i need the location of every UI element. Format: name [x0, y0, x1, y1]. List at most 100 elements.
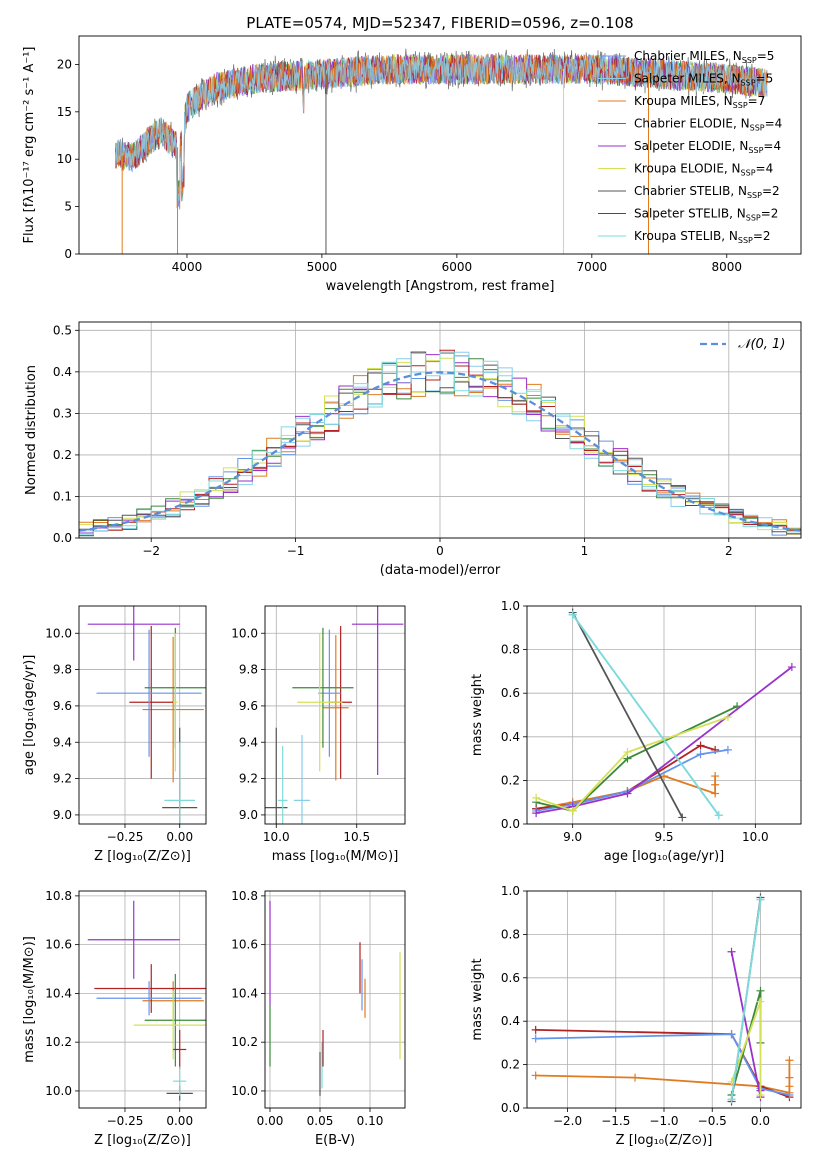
- weight-marker: [727, 1095, 736, 1104]
- y-tick-label: 9.0: [53, 808, 72, 822]
- y-tick-label: 0.3: [53, 406, 72, 420]
- weight-marker: [723, 713, 732, 722]
- axes-frame: [264, 605, 406, 825]
- legend-label: Chabrier MILES, NSSP=5: [634, 49, 774, 65]
- y-tick-label: 0.2: [501, 1058, 520, 1072]
- y-tick-label: 0.8: [501, 927, 520, 941]
- chart-title: PLATE=0574, MJD=52347, FIBERID=0596, z=0…: [246, 14, 633, 32]
- x-axis-label: Z [log₁₀(Z/Z⊙)]: [94, 849, 191, 864]
- legend-label: Kroupa ELODIE, NSSP=4: [634, 162, 773, 178]
- plot-area: [265, 606, 404, 824]
- x-tick-label: 6000: [442, 260, 473, 274]
- weight-marker: [623, 748, 632, 757]
- weight-marker: [785, 1082, 794, 1091]
- y-tick-label: 10: [57, 152, 72, 166]
- x-tick-label: −2.0: [553, 1114, 582, 1128]
- y-tick-label: 15: [57, 105, 72, 119]
- plot-area: [115, 48, 768, 254]
- weight-marker: [756, 1090, 765, 1099]
- plot-area: [87, 900, 206, 1101]
- axes-frame: [78, 890, 207, 1109]
- grid: [527, 605, 801, 825]
- weight-marker: [711, 789, 720, 798]
- weight-marker: [727, 1030, 736, 1039]
- y-tick-label: 9.2: [239, 772, 258, 786]
- x-tick-label: −0.25: [107, 830, 144, 844]
- weight-series-3: [535, 705, 738, 812]
- weight-series-5: [535, 716, 729, 812]
- weight-marker: [711, 780, 720, 789]
- legend-label: Kroupa MILES, NSSP=7: [634, 94, 765, 110]
- weight-marker: [678, 813, 687, 822]
- y-tick-label: 0.4: [53, 365, 72, 379]
- panel-3: 10.0 10.5 9.0 9.2 9.4 9.6 9.8 10.0 mass [log₁₀(M…: [231, 605, 406, 864]
- plot-area: [79, 349, 801, 537]
- y-axis-label: Flux [fλ10⁻¹⁷ erg cm⁻² s⁻¹ A⁻¹]: [22, 47, 37, 244]
- weight-series-8: [571, 614, 720, 816]
- y-axis-label: Normed distribution: [24, 365, 39, 495]
- x-tick-label: −1.0: [649, 1114, 678, 1128]
- y-tick-label: 9.8: [239, 663, 258, 677]
- x-tick-label: 0.00: [257, 1114, 284, 1128]
- grid: [265, 606, 405, 824]
- y-tick-label: 20: [57, 57, 72, 71]
- weight-marker: [756, 895, 765, 904]
- weight-marker: [727, 947, 736, 956]
- y-tick-label: 10.0: [45, 1084, 72, 1098]
- x-axis-label: E(B-V): [315, 1133, 355, 1148]
- axes-frame: [526, 605, 802, 825]
- y-tick-label: 0.8: [501, 643, 520, 657]
- legend: Chabrier MILES, NSSP=5 Salpeter MILES, NS…: [598, 49, 782, 245]
- weight-marker: [785, 1056, 794, 1065]
- y-tick-label: 10.2: [231, 1035, 258, 1049]
- axes-frame: [78, 35, 802, 255]
- x-tick-label: 0.00: [166, 1114, 193, 1128]
- histogram-series-7: [79, 349, 801, 536]
- x-tick-label: 2: [725, 544, 733, 558]
- y-tick-label: 0.6: [501, 686, 520, 700]
- plot-area: [532, 608, 796, 822]
- y-tick-label: 0.2: [53, 448, 72, 462]
- y-tick-label: 1.0: [501, 884, 520, 898]
- y-tick-label: 10.0: [45, 626, 72, 640]
- x-tick-label: 0: [436, 544, 444, 558]
- weight-marker: [711, 772, 720, 781]
- x-axis-label: Z [log₁₀(Z/Z⊙)]: [94, 1133, 191, 1148]
- x-axis-label: Z [log₁₀(Z/Z⊙)]: [616, 1133, 713, 1148]
- x-tick-label: 4000: [172, 260, 203, 274]
- weight-marker: [785, 1073, 794, 1082]
- y-tick-label: 0.0: [501, 817, 520, 831]
- y-tick-label: 0: [64, 247, 72, 261]
- x-tick-label: 0.10: [357, 1114, 384, 1128]
- x-axis-label: age [log₁₀(age/yr)]: [604, 849, 725, 864]
- y-tick-label: 9.0: [239, 808, 258, 822]
- y-tick-label: 0.0: [501, 1101, 520, 1115]
- x-tick-label: −1: [287, 544, 305, 558]
- weight-marker: [568, 806, 577, 815]
- axes-frame: [78, 321, 802, 539]
- weight-marker: [787, 663, 796, 672]
- weight-marker: [696, 750, 705, 759]
- y-tick-label: 10.4: [231, 986, 258, 1000]
- weight-marker: [785, 1090, 794, 1099]
- weight-series-4: [535, 666, 793, 814]
- y-tick-label: 0.5: [53, 323, 72, 337]
- x-tick-label: 9.0: [563, 830, 582, 844]
- y-tick-label: 9.4: [239, 735, 258, 749]
- plot-area: [269, 900, 401, 1096]
- legend-label: Salpeter ELODIE, NSSP=4: [634, 139, 781, 155]
- y-tick-label: 0.2: [501, 773, 520, 787]
- y-tick-label: 9.4: [53, 735, 72, 749]
- plot-area: [87, 606, 206, 824]
- spectrum-series-1: [115, 54, 768, 208]
- x-tick-label: 0.00: [166, 830, 193, 844]
- y-tick-label: 10.2: [45, 1035, 72, 1049]
- y-tick-label: 0.4: [501, 1014, 520, 1028]
- weight-marker: [568, 610, 577, 619]
- x-tick-label: −0.25: [107, 1114, 144, 1128]
- legend-label: Salpeter MILES, NSSP=5: [634, 72, 773, 88]
- panel-4: 9.0 9.5 10.0 0.0 0.2 0.4 0.6 0.8 1.0 age [log₁₀(a…: [470, 599, 802, 864]
- y-tick-label: 10.6: [231, 938, 258, 952]
- axes-frame: [526, 890, 802, 1109]
